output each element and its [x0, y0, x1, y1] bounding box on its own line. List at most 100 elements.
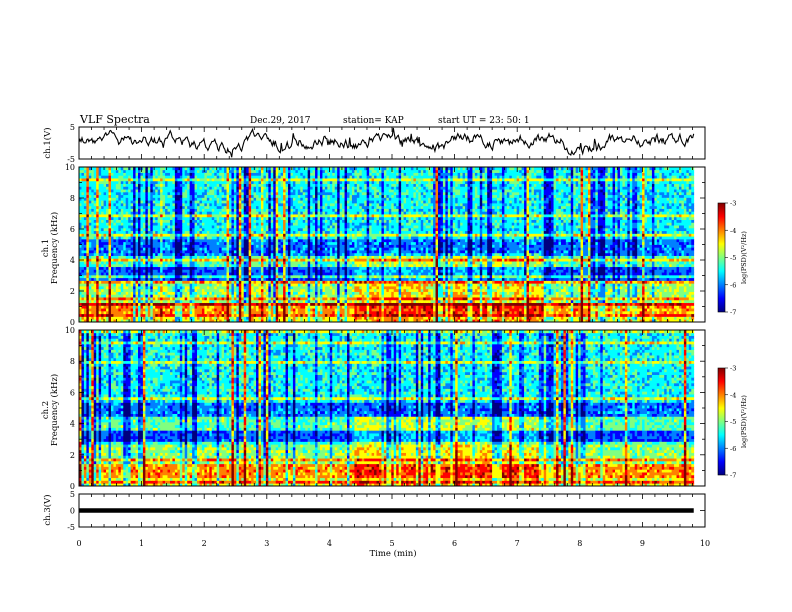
- ch1-spectrogram-cell: [118, 292, 121, 295]
- ch1-spectrogram-cell: [84, 228, 87, 231]
- ch1-spectrogram-cell: [91, 242, 94, 245]
- ch1-spectrogram-cell: [81, 316, 84, 319]
- ch1-spectrogram-cell: [94, 200, 97, 203]
- ch1-spectrogram-cell: [81, 245, 84, 248]
- ch1-spectrogram-cell: [118, 278, 121, 281]
- ch1-spectrogram-cell: [91, 314, 94, 317]
- ch1-spectrogram-cell: [106, 175, 109, 178]
- ch1-spectrogram-cell: [91, 278, 94, 281]
- ch1-spectrogram-cell: [94, 300, 97, 303]
- ch1-spectrogram-cell: [94, 228, 97, 231]
- ch1-spectrogram-cell: [111, 231, 114, 234]
- ch1-spectrogram-cell: [89, 239, 92, 242]
- ch1-spectrogram-cell: [104, 256, 107, 259]
- ch1-spectrogram-cell: [89, 245, 92, 248]
- ch1-spectrogram-cell: [86, 236, 89, 239]
- ch1-spectrogram-cell: [118, 228, 121, 231]
- ch1-spectrogram-cell: [118, 220, 121, 223]
- ch1-spectrogram-cell: [121, 214, 124, 217]
- ch1-spectrogram-cell: [81, 233, 84, 236]
- ch1-spectrogram-cell: [86, 186, 89, 189]
- ch1-spectrogram-cell: [81, 173, 84, 176]
- ch1-spectrogram-cell: [123, 258, 126, 261]
- ch1-spectrogram-cell: [101, 175, 104, 178]
- ch1-spectrogram-cell: [113, 239, 116, 242]
- ch1-spectrogram-cell: [99, 300, 102, 303]
- ch1-spectrogram-cell: [113, 242, 116, 245]
- ch1-spectrogram-cell: [109, 275, 112, 278]
- ch1-spectrogram-cell: [118, 269, 121, 272]
- ch1-spectrogram-cell: [99, 261, 102, 264]
- ch1-spectrogram-cell: [106, 272, 109, 275]
- ch1-spectrogram-cell: [96, 189, 99, 192]
- ch1-spectrogram-cell: [99, 236, 102, 239]
- ch1-spectrogram-cell: [128, 231, 131, 234]
- ch1-spectrogram-cell: [113, 283, 116, 286]
- ch1-spectrogram-cell: [86, 200, 89, 203]
- ch1-spectrogram-cell: [113, 222, 116, 225]
- ch1-spectrogram-cell: [126, 245, 129, 248]
- ch1-spectrogram-cell: [113, 211, 116, 214]
- ch1-spectrogram-cell: [86, 242, 89, 245]
- ch1-spectrogram-cell: [96, 239, 99, 242]
- ch1-spectrogram-cell: [99, 267, 102, 270]
- ch1-spectrogram-cell: [106, 283, 109, 286]
- ch1-spectrogram-cell: [109, 258, 112, 261]
- ch1-spectrogram-cell: [123, 214, 126, 217]
- ch1-spectrogram-cell: [96, 197, 99, 200]
- ch1-spectrogram-cell: [89, 314, 92, 317]
- ch1-spectrogram-cell: [126, 300, 129, 303]
- ch1-spectrogram-cell: [86, 206, 89, 209]
- ch1-spectrogram-cell: [94, 272, 97, 275]
- ch1-spectrogram-cell: [104, 200, 107, 203]
- ch1-spectrogram-cell: [81, 189, 84, 192]
- ch1-spectrogram-cell: [89, 186, 92, 189]
- ch1-spectrogram-cell: [86, 283, 89, 286]
- ch1-spectrogram-cell: [106, 247, 109, 250]
- ch1-spectrogram-cell: [116, 256, 119, 259]
- ch1-spectrogram-cell: [116, 195, 119, 198]
- ch1-spectrogram-cell: [101, 181, 104, 184]
- ch1-spectrogram-cell: [128, 264, 131, 267]
- ch1-spectrogram-cell: [101, 170, 104, 173]
- ch1-spectrogram-cell: [116, 280, 119, 283]
- ch1-spectrogram-cell: [106, 225, 109, 228]
- ch1-spectrogram-cell: [81, 220, 84, 223]
- ch1-spectrogram-cell: [91, 256, 94, 259]
- ch1-spectrogram-cell: [101, 256, 104, 259]
- ch1-spectrogram-cell: [128, 278, 131, 281]
- ch1-spectrogram-cell: [101, 316, 104, 319]
- ch1-spectrogram-cell: [121, 261, 124, 264]
- ch1-spectrogram-cell: [84, 195, 87, 198]
- ch1-spectrogram-cell: [86, 303, 89, 306]
- ch1-spectrogram-cell: [109, 242, 112, 245]
- station-label: station= KAP: [343, 116, 404, 126]
- ch1-spectrogram-cell: [106, 228, 109, 231]
- ch1-spectrogram-cell: [128, 289, 131, 292]
- ch1-spectrogram-cell: [118, 294, 121, 297]
- ch1-spectrogram-cell: [118, 314, 121, 317]
- ch1-spectrogram-cell: [91, 225, 94, 228]
- ch1-spectrogram-cell: [94, 178, 97, 181]
- ch1-spectrogram-cell: [121, 203, 124, 206]
- ch1-spectrogram-cell: [109, 192, 112, 195]
- ch1-spectrogram-cell: [128, 283, 131, 286]
- ch1-spectrogram-cell: [81, 280, 84, 283]
- ch1-spectrogram-cell: [89, 280, 92, 283]
- ch1-spectrogram-cell: [109, 292, 112, 295]
- ch1-spectrogram-cell: [116, 308, 119, 311]
- ch1-spectrogram-cell: [96, 286, 99, 289]
- ch1-spectrogram-cell: [116, 294, 119, 297]
- ch1-spectrogram-cell: [86, 253, 89, 256]
- ch1-spectrogram-cell: [123, 197, 126, 200]
- ch1-spectrogram-cell: [113, 178, 116, 181]
- ch1-spectrogram-cell: [101, 303, 104, 306]
- ch1-spectrogram-cell: [109, 186, 112, 189]
- ch1-spectrogram-cell: [121, 256, 124, 259]
- ch1-spectrogram-cell: [111, 292, 114, 295]
- ch1-spectrogram-cell: [99, 220, 102, 223]
- ch1-spectrogram-cell: [113, 225, 116, 228]
- ch1-spectrogram-cell: [84, 184, 87, 187]
- ch1-spectrogram-cell: [106, 261, 109, 264]
- ch1-spectrogram-cell: [91, 173, 94, 176]
